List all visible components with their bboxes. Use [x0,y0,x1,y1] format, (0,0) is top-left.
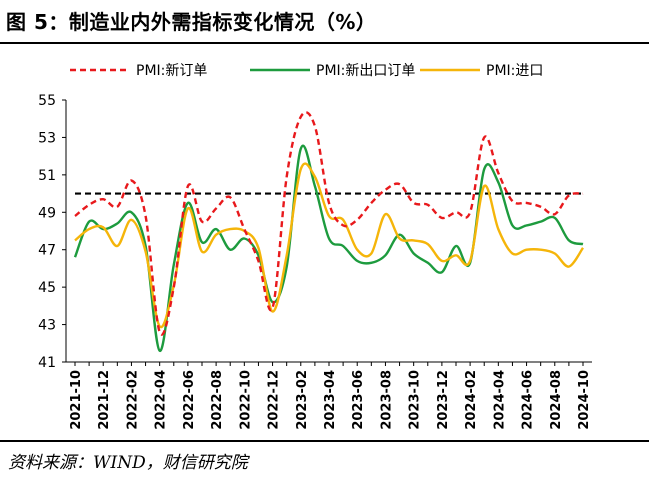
x-tick-label: 2023-08 [379,370,394,430]
x-tick-label: 2021-10 [69,370,84,430]
x-tick-label: 2023-06 [351,370,366,430]
y-tick-label: 43 [38,318,56,334]
x-tick-label: 2024-04 [492,370,507,430]
plot-area [73,111,584,353]
x-tick-label: 2023-02 [295,370,310,430]
x-tick-label: 2023-04 [323,370,338,430]
figure-title: 图 5：制造业内外需指标变化情况（%） [6,10,377,34]
x-tick-label: 2022-08 [210,370,225,430]
x-tick-label: 2024-10 [577,370,592,430]
pmi-line-chart: PMI:新订单 PMI:新出口订单 PMI:进口 41 43 45 47 49 51 53 55 2… [38,63,592,430]
y-tick-label: 41 [38,355,56,371]
x-tick-label: 2022-04 [154,370,169,430]
legend-label-1: PMI:新订单 [136,63,207,79]
source-note: 资料来源：WIND，财信研究院 [8,453,248,473]
x-tick-label: 2023-10 [408,370,423,430]
x-tick-label: 2021-12 [97,370,112,430]
x-tick-label: 2022-06 [182,370,197,430]
y-tick-label: 47 [38,243,56,259]
x-tick-label: 2024-08 [549,370,564,430]
x-tick-label: 2024-06 [521,370,536,430]
top-rule [0,42,649,44]
y-tick-label: 45 [38,280,56,296]
x-tick-label: 2022-02 [125,370,140,430]
x-tick-label: 2022-10 [238,370,253,430]
axes: 41 43 45 47 49 51 53 55 2021-10 2021-12 2022-02 202… [38,93,592,430]
x-tick-label: 2024-02 [464,370,479,430]
y-tick-label: 53 [38,130,56,146]
series-line-3 [74,162,584,329]
series-line-2 [73,144,584,353]
legend-label-3: PMI:进口 [486,63,543,79]
y-tick-label: 49 [38,205,56,221]
legend-label-2: PMI:新出口订单 [316,63,415,79]
y-tick-label: 51 [38,168,56,184]
x-tick-label: 2022-12 [267,370,282,430]
legend: PMI:新订单 PMI:新出口订单 PMI:进口 [70,63,543,79]
y-tick-label: 55 [38,93,56,109]
bottom-rule [0,440,649,442]
x-tick-label: 2023-12 [436,370,451,430]
